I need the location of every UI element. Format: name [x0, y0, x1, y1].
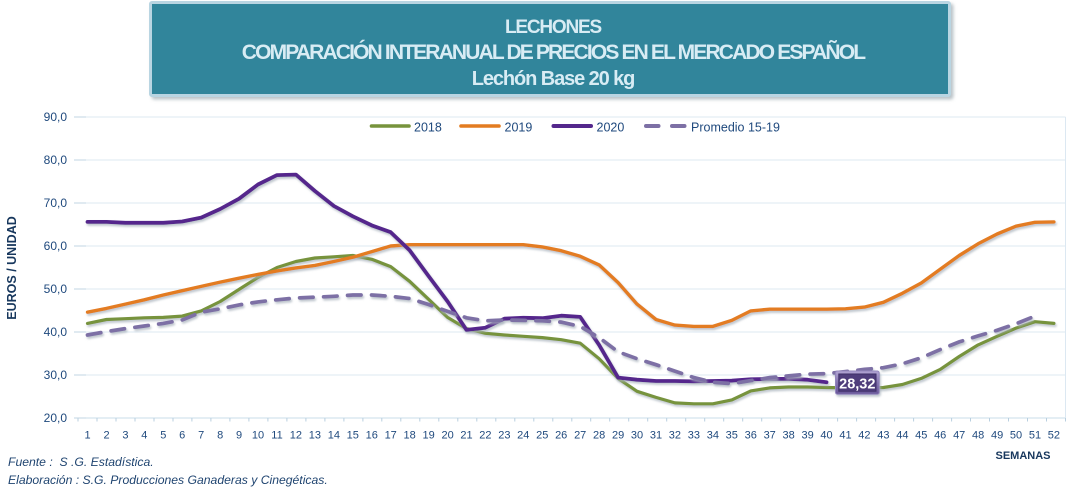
svg-text:47: 47: [953, 430, 965, 442]
svg-text:6: 6: [179, 430, 185, 442]
svg-text:13: 13: [309, 430, 321, 442]
svg-text:12: 12: [290, 430, 302, 442]
svg-text:2018: 2018: [414, 121, 442, 135]
svg-text:39: 39: [801, 430, 813, 442]
svg-text:50: 50: [1010, 430, 1022, 442]
svg-text:52: 52: [1048, 430, 1060, 442]
svg-text:28,32: 28,32: [839, 377, 875, 393]
svg-text:EUROS / UNIDAD: EUROS / UNIDAD: [5, 216, 19, 319]
svg-text:43: 43: [877, 430, 889, 442]
svg-text:2020: 2020: [597, 121, 625, 135]
svg-text:30: 30: [631, 430, 643, 442]
svg-text:16: 16: [366, 430, 378, 442]
svg-text:3: 3: [122, 430, 128, 442]
svg-text:18: 18: [403, 430, 415, 442]
svg-text:30,0: 30,0: [44, 368, 68, 382]
svg-text:28: 28: [593, 430, 605, 442]
svg-text:34: 34: [707, 430, 719, 442]
svg-text:19: 19: [422, 430, 434, 442]
svg-text:70,0: 70,0: [44, 196, 68, 210]
svg-text:35: 35: [726, 430, 738, 442]
svg-text:48: 48: [972, 430, 984, 442]
svg-text:11: 11: [271, 430, 282, 442]
svg-text:37: 37: [764, 430, 776, 442]
svg-text:7: 7: [198, 430, 204, 442]
svg-text:Promedio 15-19: Promedio 15-19: [691, 121, 780, 135]
svg-text:50,0: 50,0: [44, 282, 68, 296]
svg-text:14: 14: [328, 430, 340, 442]
svg-text:1: 1: [84, 430, 90, 442]
svg-text:80,0: 80,0: [44, 153, 68, 167]
svg-text:38: 38: [782, 430, 794, 442]
svg-text:44: 44: [896, 430, 908, 442]
svg-text:26: 26: [555, 430, 567, 442]
svg-text:90,0: 90,0: [44, 110, 68, 124]
svg-text:36: 36: [745, 430, 757, 442]
svg-text:40,0: 40,0: [44, 325, 68, 339]
svg-text:33: 33: [688, 430, 700, 442]
svg-text:10: 10: [252, 430, 264, 442]
svg-text:42: 42: [858, 430, 870, 442]
svg-text:45: 45: [915, 430, 927, 442]
svg-text:27: 27: [574, 430, 586, 442]
svg-text:31: 31: [650, 430, 662, 442]
svg-text:24: 24: [517, 430, 529, 442]
svg-text:SEMANAS: SEMANAS: [995, 450, 1050, 462]
svg-text:25: 25: [536, 430, 548, 442]
svg-text:32: 32: [669, 430, 681, 442]
svg-text:2019: 2019: [505, 121, 533, 135]
svg-text:22: 22: [479, 430, 491, 442]
svg-text:60,0: 60,0: [44, 239, 68, 253]
svg-text:23: 23: [498, 430, 510, 442]
svg-text:4: 4: [141, 430, 147, 442]
svg-text:15: 15: [347, 430, 359, 442]
svg-text:20,0: 20,0: [44, 411, 68, 425]
svg-text:49: 49: [991, 430, 1003, 442]
svg-text:5: 5: [160, 430, 166, 442]
svg-text:8: 8: [217, 430, 223, 442]
svg-text:20: 20: [441, 430, 453, 442]
svg-text:51: 51: [1029, 430, 1041, 442]
svg-text:21: 21: [460, 430, 472, 442]
svg-text:46: 46: [934, 430, 946, 442]
svg-text:29: 29: [612, 430, 624, 442]
svg-text:9: 9: [236, 430, 242, 442]
svg-text:41: 41: [839, 430, 851, 442]
svg-text:2: 2: [103, 430, 109, 442]
svg-text:17: 17: [385, 430, 397, 442]
svg-text:40: 40: [820, 430, 832, 442]
